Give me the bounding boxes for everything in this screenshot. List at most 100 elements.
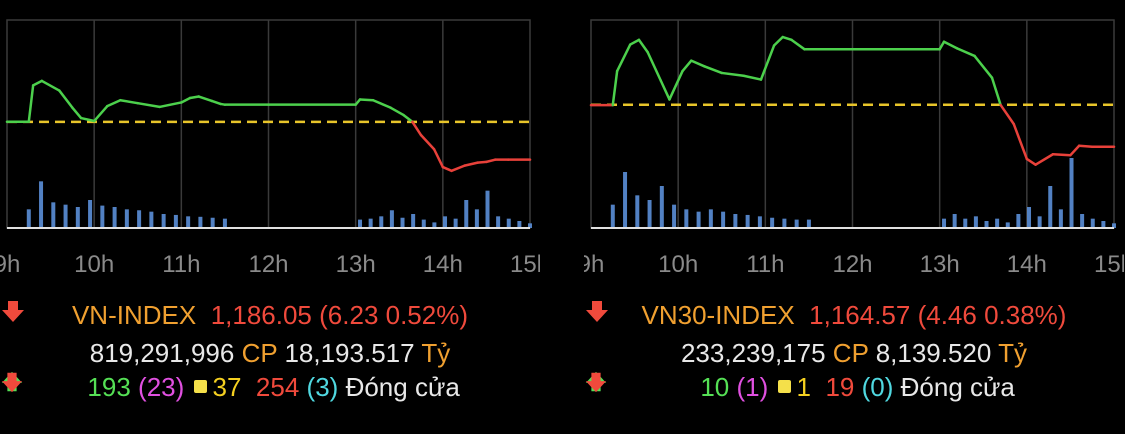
price-line-segment [668, 69, 684, 101]
volume-bar [1080, 214, 1085, 228]
volume-bar [984, 221, 989, 228]
price-line-segment [79, 116, 96, 123]
vn30-index-chart: 9h 10h 11h 12h 13h 14h 15h [584, 19, 1124, 278]
price-line-segment [973, 54, 994, 79]
price-line-segment [188, 95, 201, 100]
price-line-segment [759, 44, 776, 81]
volume-bar [1069, 158, 1074, 228]
price-line-segment [637, 38, 649, 54]
price-line-segment [1069, 144, 1081, 157]
volume-bar [379, 216, 384, 228]
volume-bar [806, 219, 811, 228]
x-tick-label: 12h [248, 251, 288, 278]
price-line-segment [119, 98, 139, 105]
volume-bar [635, 195, 640, 228]
price-line-segment [1025, 157, 1037, 166]
price-line-segment [31, 79, 44, 87]
price-line-segment [1012, 122, 1029, 161]
volume-bar [952, 214, 957, 228]
volume-bar [149, 211, 154, 228]
x-tick-label: 11h [162, 251, 200, 278]
x-tick-label: 13h [920, 251, 960, 278]
price-line-segment [990, 76, 1002, 107]
price-line-segment [71, 106, 83, 120]
index-name: VN30-INDEX [641, 300, 795, 330]
volume-bar [75, 207, 80, 228]
volume-bar [745, 214, 750, 228]
price-line-segment [720, 71, 745, 78]
index-change: (6.23 0.52%) [319, 300, 469, 330]
volume-bar [112, 207, 117, 228]
price-line-segment [790, 38, 806, 51]
volume-bar [137, 210, 142, 228]
market-status: Đóng cửa [345, 372, 460, 402]
unchanged-square-icon [777, 380, 791, 393]
volume-bar [733, 214, 738, 228]
volume-bar [1027, 207, 1032, 228]
price-line-segment [703, 65, 723, 75]
ceiling-count: (1) [736, 372, 769, 402]
volume-bar [39, 181, 44, 228]
price-line-segment [628, 38, 641, 46]
price-line-segment [105, 98, 122, 108]
price-line-segment [40, 79, 61, 92]
volume-bar [88, 200, 93, 228]
price-line-segment [450, 164, 466, 173]
volume-bar [672, 204, 677, 228]
price-line-segment [999, 103, 1016, 126]
vn30-index-panel: 9h 10h 11h 12h 13h 14h 15h VN30-INDEX 1,164.57… [584, 0, 1124, 434]
cp-label: CP [832, 338, 869, 368]
volume-bar [506, 218, 511, 228]
decliners-count: 19 [825, 372, 855, 402]
volume-bar [210, 217, 215, 228]
price-line-segment [476, 160, 488, 164]
price-line-segment [781, 35, 793, 42]
x-tick-label: 10h [74, 251, 114, 278]
price-line-segment [432, 148, 445, 169]
index-value: 1,186.05 [210, 300, 312, 330]
price-line-segment [646, 50, 662, 82]
market-status: Đóng cửa [900, 372, 1015, 402]
volume-bar [770, 217, 775, 228]
volume-bar [647, 200, 652, 228]
breadth-row: 193 (23) 37 254 (3) Đóng cửa [0, 370, 540, 404]
volume-bar [453, 218, 458, 228]
price-line-segment [942, 40, 959, 50]
volume-bar [161, 214, 166, 228]
x-tick-label: 12h [832, 251, 872, 278]
x-tick-label: 14h [1007, 251, 1047, 278]
volume-bar [173, 214, 178, 228]
vn-index-chart: 9h 10h 11h 12h 13h 14h 15h [0, 19, 540, 278]
price-line-segment [689, 59, 706, 68]
turnover-value: 18,193.517 [284, 338, 415, 368]
x-tick-label: 15h [510, 251, 540, 278]
x-tick-label: 10h [658, 251, 698, 278]
volume-bar [1101, 221, 1106, 228]
cp-label: CP [241, 338, 278, 368]
price-line-segment [441, 165, 453, 173]
volume-value: 233,239,175 [680, 338, 826, 368]
volume-bar [474, 209, 479, 228]
breadth-row: 10 (1) 1 19 (0) Đóng cửa [584, 370, 1124, 404]
volume-bar [222, 218, 227, 228]
advancers-count: 193 [87, 372, 131, 402]
volume-bar [659, 186, 664, 228]
decliners-count: 254 [255, 372, 300, 402]
volume-bar [1037, 216, 1042, 228]
index-value: 1,164.57 [809, 300, 911, 330]
unit-label: Tỷ [421, 338, 451, 368]
price-line-segment [210, 99, 222, 106]
volume-bar [528, 223, 532, 228]
volume-bar [421, 219, 426, 228]
price-line-segment [402, 113, 414, 124]
price-line-segment [772, 35, 785, 47]
unit-label: Tỷ [998, 338, 1028, 368]
volume-bar [124, 209, 129, 228]
volume-bar [794, 219, 799, 228]
x-tick-label: 14h [423, 251, 463, 278]
index-headline: VN-INDEX 1,186.05 (6.23 0.52%) [0, 298, 540, 332]
volume-bar [198, 216, 203, 228]
volume-bar [1112, 223, 1116, 228]
volume-bar [63, 204, 68, 228]
price-line-segment [938, 40, 946, 51]
